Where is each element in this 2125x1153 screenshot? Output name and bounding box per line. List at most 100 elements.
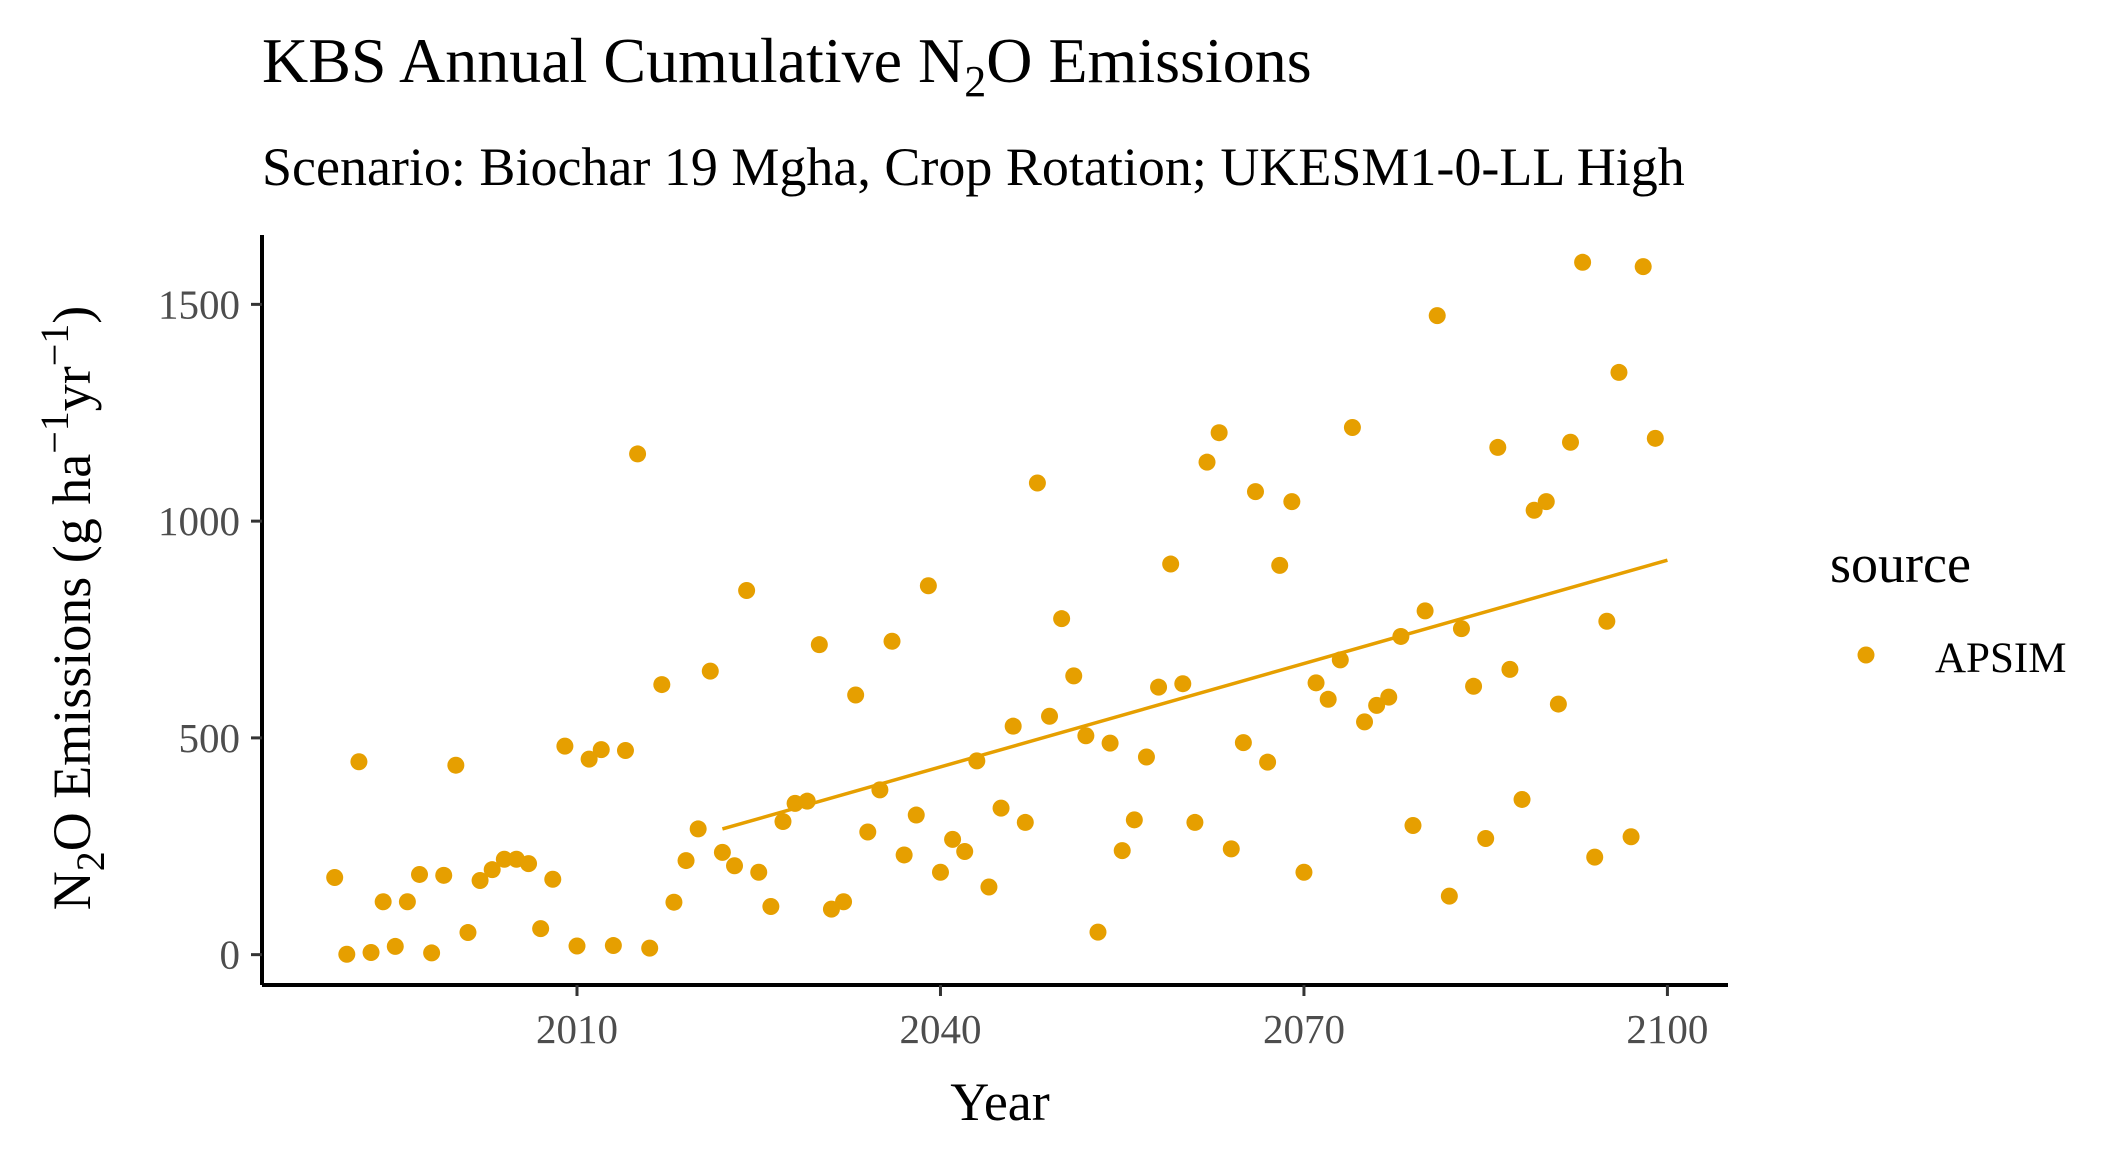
data-point xyxy=(1150,678,1168,696)
data-point xyxy=(338,945,356,963)
data-point xyxy=(1343,418,1361,436)
data-point xyxy=(1634,258,1652,276)
data-point xyxy=(1574,253,1592,271)
data-point xyxy=(665,893,683,911)
plot-area: 0 500 1000 1500 2010 2040 2070 2100 xyxy=(158,235,1728,1052)
data-point xyxy=(1198,453,1216,471)
data-point xyxy=(847,686,865,704)
data-point xyxy=(1561,433,1579,451)
data-point xyxy=(895,846,913,864)
y-tick-label: 0 xyxy=(220,932,241,978)
legend-label-apsim: APSIM xyxy=(1935,635,2066,682)
data-point xyxy=(1089,923,1107,941)
data-point xyxy=(750,863,768,881)
data-point xyxy=(1295,863,1313,881)
x-tick-label: 2040 xyxy=(899,1006,981,1052)
data-point xyxy=(386,937,404,955)
data-point xyxy=(532,920,550,938)
x-tick-label: 2070 xyxy=(1263,1006,1345,1052)
x-axis-title: Year xyxy=(950,1072,1050,1132)
data-point xyxy=(1489,438,1507,456)
data-point xyxy=(1525,501,1543,519)
x-tick-label: 2010 xyxy=(536,1006,618,1052)
data-point xyxy=(713,843,731,861)
data-point xyxy=(1428,307,1446,325)
data-point xyxy=(459,924,477,942)
data-point xyxy=(810,636,828,654)
data-point xyxy=(483,861,501,879)
data-point xyxy=(1053,610,1071,628)
chart-subtitle: Scenario: Biochar 19 Mgha, Crop Rotation… xyxy=(262,137,1685,197)
data-point xyxy=(592,741,610,759)
legend-title: source xyxy=(1830,534,1971,594)
trend-line xyxy=(721,558,1668,831)
data-point xyxy=(580,750,598,768)
data-point xyxy=(919,577,937,595)
data-point xyxy=(944,830,962,848)
data-point xyxy=(447,756,465,774)
data-point xyxy=(1016,813,1034,831)
data-point xyxy=(326,868,344,886)
data-point xyxy=(1028,474,1046,492)
data-point xyxy=(859,823,877,841)
legend: source APSIM xyxy=(1830,534,2066,682)
data-point xyxy=(1368,696,1386,714)
data-point xyxy=(931,863,949,881)
data-point xyxy=(435,866,453,884)
data-point xyxy=(1610,363,1628,381)
data-point xyxy=(616,741,634,759)
chart-title: KBS Annual Cumulative N2O Emissions xyxy=(262,25,1312,106)
data-point xyxy=(1113,842,1131,860)
data-point xyxy=(1380,688,1398,706)
data-point xyxy=(1465,677,1483,695)
data-point xyxy=(956,842,974,860)
data-point xyxy=(1065,667,1083,685)
data-point xyxy=(1622,828,1640,846)
y-axis-title: N2O Emissions (g ha−1yr−1) xyxy=(32,306,113,911)
data-point xyxy=(1162,555,1180,573)
data-point xyxy=(1125,811,1143,829)
data-point xyxy=(738,581,756,599)
data-point xyxy=(1041,707,1059,725)
data-point xyxy=(350,753,368,771)
data-point xyxy=(1186,813,1204,831)
data-point xyxy=(495,850,513,868)
y-tick-label: 500 xyxy=(179,715,241,761)
data-point xyxy=(653,676,671,694)
data-point xyxy=(1137,748,1155,766)
data-point xyxy=(641,939,659,957)
data-point xyxy=(1586,848,1604,866)
data-point xyxy=(1404,816,1422,834)
data-point xyxy=(1549,695,1567,713)
data-point xyxy=(1271,556,1289,574)
data-point xyxy=(423,944,441,962)
data-point xyxy=(1646,429,1664,447)
data-point xyxy=(1210,424,1228,442)
data-point xyxy=(556,737,574,755)
data-point xyxy=(992,799,1010,817)
data-point xyxy=(677,852,695,870)
data-point xyxy=(701,662,719,680)
data-point xyxy=(1234,734,1252,752)
data-point xyxy=(1477,829,1495,847)
data-point xyxy=(1283,493,1301,511)
data-point xyxy=(1319,690,1337,708)
data-point xyxy=(1356,713,1374,731)
data-point xyxy=(835,893,853,911)
data-point xyxy=(411,865,429,883)
data-point xyxy=(1598,612,1616,630)
data-point xyxy=(1222,840,1240,858)
data-point xyxy=(689,820,707,838)
data-point xyxy=(544,870,562,888)
data-point xyxy=(1077,727,1095,745)
data-point xyxy=(374,893,392,911)
data-point xyxy=(1501,660,1519,678)
data-point xyxy=(568,937,586,955)
data-point xyxy=(1416,602,1434,620)
data-point xyxy=(726,857,744,875)
data-point xyxy=(1440,887,1458,905)
y-tick-label: 1500 xyxy=(158,281,240,327)
legend-key-apsim xyxy=(1857,646,1875,664)
y-tick-label: 1000 xyxy=(158,498,240,544)
